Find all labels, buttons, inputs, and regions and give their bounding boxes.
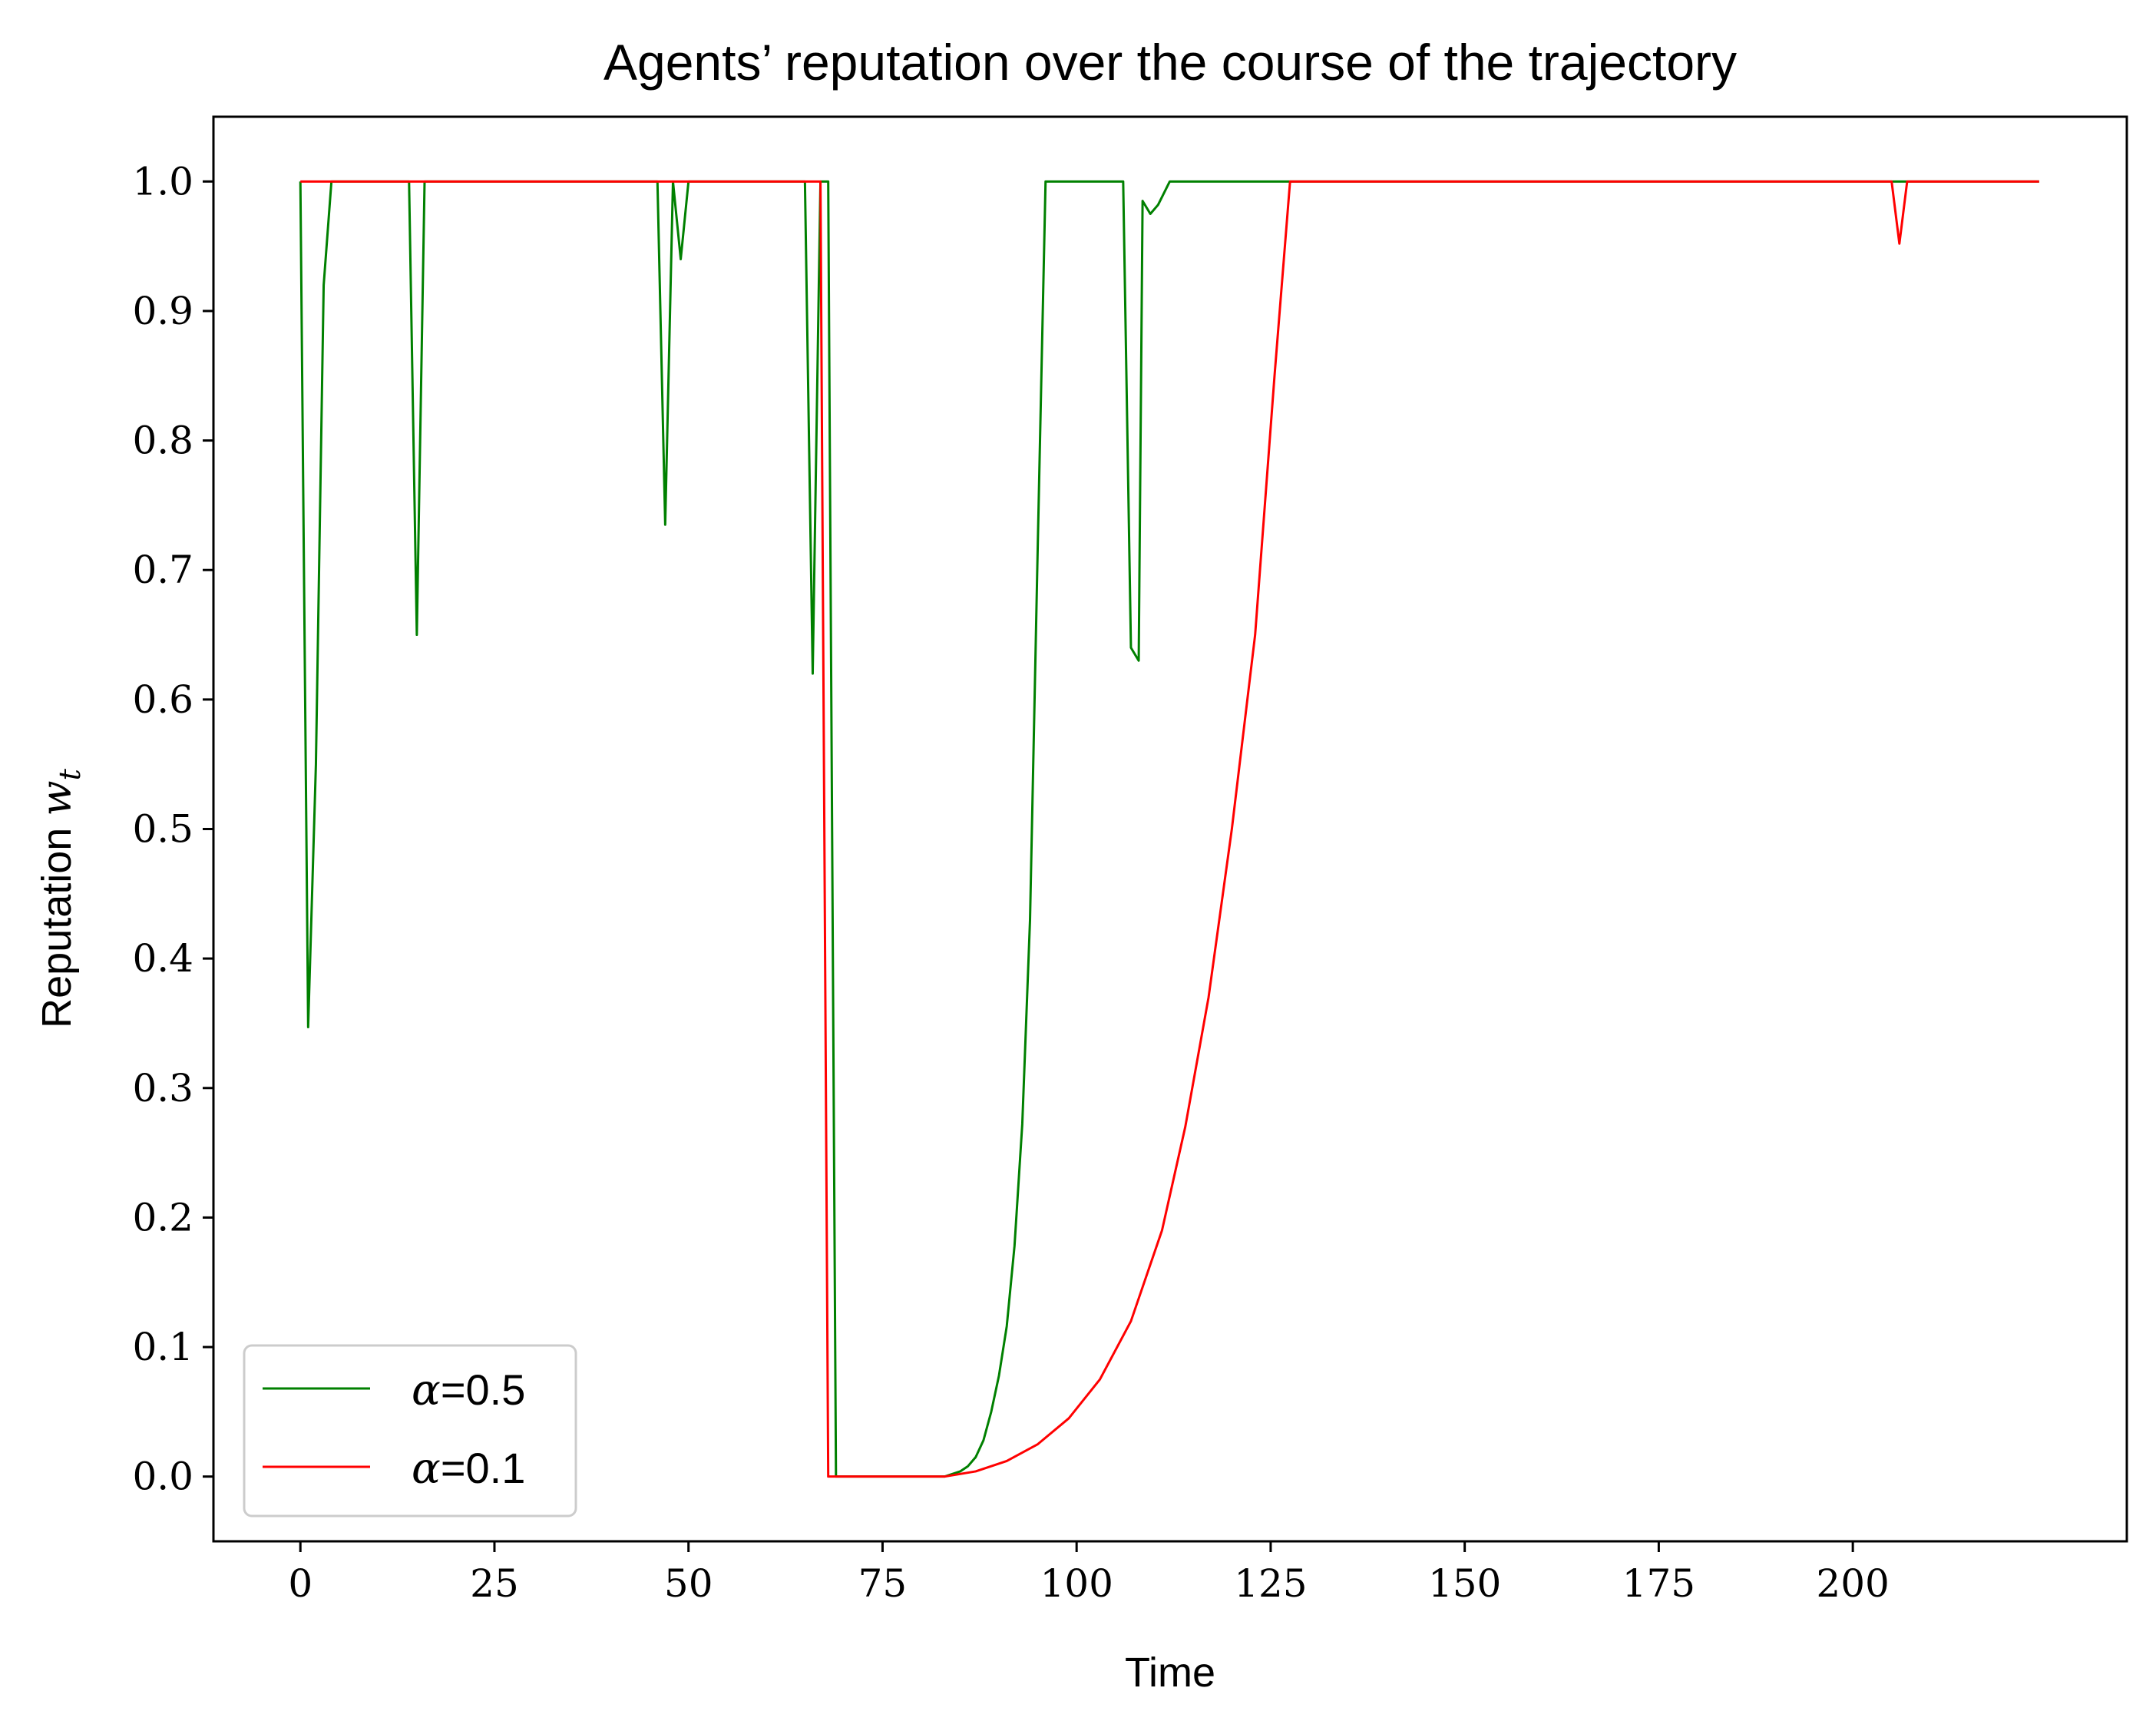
y-tick-label: 0.9 bbox=[132, 289, 193, 333]
legend-symbol-series-1: α bbox=[412, 1444, 441, 1494]
y-axis-label-symbol: w bbox=[32, 780, 81, 816]
x-tick-label: 25 bbox=[470, 1561, 519, 1606]
y-tick-label: 0.1 bbox=[132, 1325, 193, 1369]
x-tick-label: 100 bbox=[1040, 1561, 1113, 1606]
x-tick-label: 150 bbox=[1428, 1561, 1501, 1606]
x-tick-label: 0 bbox=[288, 1561, 312, 1606]
legend-value-series-0: =0.5 bbox=[441, 1365, 526, 1414]
legend: α=0.5 α=0.1 bbox=[243, 1344, 577, 1518]
x-tick-label: 75 bbox=[858, 1561, 908, 1606]
y-axis-label-subscript: t bbox=[53, 768, 87, 780]
chart-title: Agents’ reputation over the course of th… bbox=[603, 34, 1737, 91]
x-tick-label: 125 bbox=[1234, 1561, 1307, 1606]
legend-value-series-1: =0.1 bbox=[441, 1444, 526, 1492]
y-tick-label: 0.0 bbox=[132, 1455, 193, 1499]
y-axis-label-text: Reputation bbox=[34, 816, 80, 1028]
series-line-0 bbox=[299, 180, 2039, 1478]
y-tick-label: 0.5 bbox=[132, 807, 193, 852]
y-axis-label: Reputation wt bbox=[32, 768, 87, 1028]
y-tick-label: 0.4 bbox=[132, 936, 193, 981]
y-tick-label: 0.7 bbox=[132, 548, 193, 592]
x-tick-label: 200 bbox=[1816, 1561, 1889, 1606]
y-tick-label: 0.2 bbox=[132, 1195, 193, 1240]
legend-box bbox=[243, 1344, 577, 1518]
y-tick-label: 1.0 bbox=[132, 159, 193, 204]
x-axis-label: Time bbox=[1125, 1650, 1215, 1696]
y-tick-label: 0.3 bbox=[132, 1066, 193, 1110]
y-tick-label: 0.8 bbox=[132, 419, 193, 463]
legend-label-series-0: α=0.5 bbox=[412, 1365, 525, 1415]
legend-label-series-1: α=0.1 bbox=[412, 1444, 525, 1494]
x-tick-label: 175 bbox=[1622, 1561, 1695, 1606]
series-line-1 bbox=[300, 180, 2039, 1478]
y-tick-label: 0.6 bbox=[132, 677, 193, 722]
x-tick-label: 50 bbox=[664, 1561, 713, 1606]
legend-symbol-series-0: α bbox=[412, 1365, 441, 1415]
